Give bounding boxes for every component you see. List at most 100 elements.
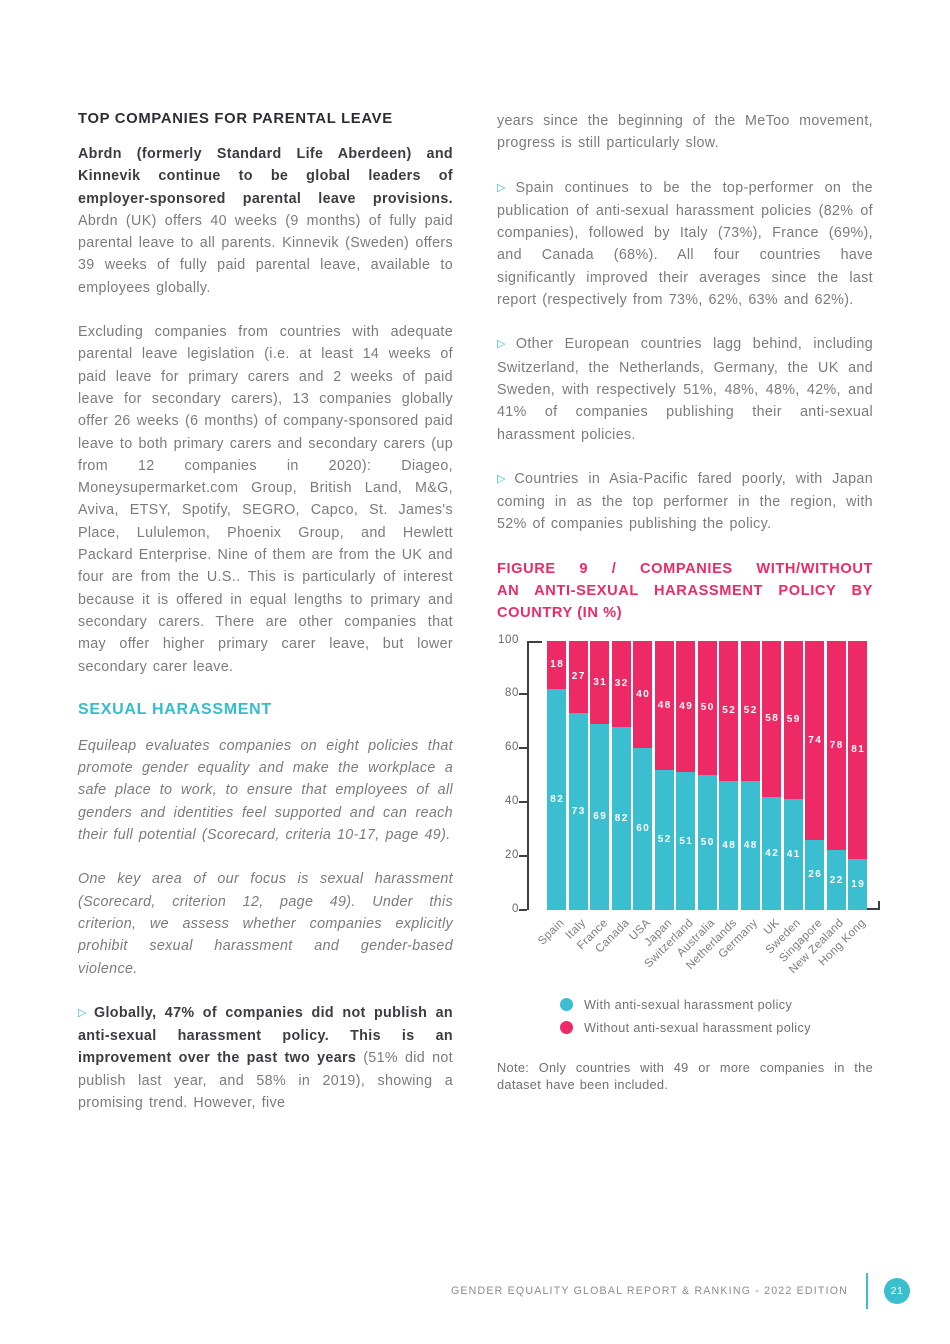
paragraph-text: (51% did not publish last year, and 58% … bbox=[78, 1050, 453, 1111]
legend-item-with-policy: With anti-sexual harassment policy bbox=[560, 998, 873, 1012]
section-heading-sexual-harassment: SEXUAL HARASSMENT bbox=[78, 700, 272, 718]
bar-spain: 18 82 bbox=[547, 640, 566, 910]
segment-with-policy: 19 bbox=[848, 858, 867, 910]
segment-with-policy: 51 bbox=[676, 772, 695, 910]
segment-with-policy: 73 bbox=[568, 713, 588, 910]
paragraph-text: Countries in Asia-Pacific fared poorly, … bbox=[497, 470, 873, 533]
segment-without-policy: 18 bbox=[547, 640, 566, 690]
segment-without-policy: 31 bbox=[590, 640, 609, 725]
segment-without-policy: 81 bbox=[848, 640, 867, 859]
x-axis-labels: Spain Italy France Canada USA Japan Switzerlan… bbox=[527, 910, 873, 994]
paragraph-bold-lead: Globally, 47% of companies did not publi… bbox=[78, 1004, 453, 1067]
figure9-stacked-bar-chart: 0 20 40 60 80 100 18 82 27 73 31 69 32 82 40 60 48 52 49 51… bbox=[497, 634, 880, 994]
right-column: years since the beginning of the MeToo m… bbox=[497, 110, 880, 1136]
y-tick-label: 40 bbox=[505, 795, 519, 808]
paragraph-text: Abrdn (UK) offers 40 weeks (9 months) of… bbox=[78, 212, 453, 296]
paragraph-text: Other European countries lagg behind, in… bbox=[497, 336, 873, 443]
left-column: TOP COMPANIES FOR PARENTAL LEAVE Abrdn (… bbox=[78, 110, 453, 1136]
segment-without-policy: 32 bbox=[611, 640, 631, 727]
two-column-layout: TOP COMPANIES FOR PARENTAL LEAVE Abrdn (… bbox=[78, 110, 880, 1136]
paragraph-metoo-continuation: years since the beginning of the MeToo m… bbox=[497, 113, 873, 152]
x-axis-label: Spain bbox=[536, 916, 567, 948]
y-tick-label: 20 bbox=[505, 848, 519, 861]
y-tick-label: 60 bbox=[505, 741, 519, 754]
bar-germany: 52 48 bbox=[740, 640, 760, 910]
section-heading-parental-leave: TOP COMPANIES FOR PARENTAL LEAVE bbox=[78, 111, 393, 127]
bar-new-zealand: 78 22 bbox=[826, 640, 846, 910]
chart-note: Note: Only countries with 49 or more com… bbox=[497, 1059, 873, 1093]
bullet-triangle-icon: ▷ bbox=[78, 1006, 89, 1019]
figure-title-line: AN ANTI-SEXUAL HARASSMENT POLICY BY bbox=[497, 583, 873, 600]
axis-corner-bottom-tick bbox=[878, 900, 880, 910]
y-tick-label: 100 bbox=[498, 633, 519, 646]
bullet-triangle-icon: ▷ bbox=[497, 338, 511, 351]
legend-dot-pink-icon bbox=[560, 1021, 573, 1035]
figure-title: FIGURE 9 / COMPANIES WITH/WITHOUT AN ANT… bbox=[497, 558, 873, 625]
y-tick-label: 80 bbox=[505, 687, 519, 700]
segment-without-policy: 78 bbox=[826, 640, 846, 851]
paragraph-equileap-evaluates: Equileap evaluates companies on eight po… bbox=[78, 737, 453, 844]
segment-without-policy: 40 bbox=[633, 640, 652, 749]
bar-japan: 48 52 bbox=[654, 640, 674, 910]
legend-label: With anti-sexual harassment policy bbox=[584, 997, 793, 1012]
page-footer: GENDER EQUALITY GLOBAL REPORT & RANKING … bbox=[451, 1272, 910, 1310]
segment-without-policy: 49 bbox=[676, 640, 695, 773]
bar-australia: 50 50 bbox=[697, 640, 717, 910]
y-tick-mark bbox=[519, 693, 527, 696]
bar-switzerland: 49 51 bbox=[676, 640, 695, 910]
bar-uk: 58 42 bbox=[762, 640, 781, 910]
bar-canada: 32 82 bbox=[611, 640, 631, 910]
segment-with-policy: 60 bbox=[633, 748, 652, 910]
segment-without-policy: 59 bbox=[783, 640, 803, 800]
bar-italy: 27 73 bbox=[568, 640, 588, 910]
paragraph-globally-47: ▷ Globally, 47% of companies did not publ… bbox=[78, 1002, 453, 1114]
chart-legend: With anti-sexual harassment policy Witho… bbox=[560, 998, 873, 1035]
bar-singapore: 74 26 bbox=[805, 640, 824, 910]
chart-plot-area: 0 20 40 60 80 100 18 82 27 73 31 69 32 82 40 60 48 52 49 51… bbox=[498, 634, 880, 915]
segment-with-policy: 82 bbox=[611, 726, 631, 910]
segment-with-policy: 48 bbox=[740, 780, 760, 910]
segment-with-policy: 42 bbox=[762, 796, 781, 910]
paragraph-bold-lead: Abrdn (formerly Standard Life Aberdeen) … bbox=[78, 146, 453, 207]
paragraph-parental-leave-leaders: Abrdn (formerly Standard Life Aberdeen) … bbox=[78, 143, 453, 299]
segment-with-policy: 26 bbox=[805, 839, 824, 910]
legend-dot-teal-icon bbox=[560, 998, 573, 1012]
bar-netherlands: 52 48 bbox=[719, 640, 738, 910]
bar-hong-kong: 81 19 bbox=[848, 640, 867, 910]
segment-with-policy: 69 bbox=[590, 724, 609, 910]
footer-divider bbox=[866, 1273, 868, 1309]
segment-with-policy: 50 bbox=[697, 775, 717, 910]
y-tick-label: 0 bbox=[512, 902, 519, 915]
y-tick-mark bbox=[519, 854, 527, 857]
page-number-badge: 21 bbox=[884, 1278, 910, 1304]
y-tick-mark bbox=[519, 747, 527, 750]
segment-without-policy: 74 bbox=[805, 640, 824, 840]
paragraph-excluding-companies: Excluding companies from countries with … bbox=[78, 324, 453, 675]
segment-without-policy: 52 bbox=[740, 640, 760, 781]
figure-title-line: COUNTRY (IN %) bbox=[497, 605, 623, 622]
legend-label: Without anti-sexual harassment policy bbox=[584, 1020, 811, 1035]
legend-item-without-policy: Without anti-sexual harassment policy bbox=[560, 1021, 873, 1035]
segment-with-policy: 41 bbox=[783, 799, 803, 910]
bar-usa: 40 60 bbox=[633, 640, 652, 910]
bullet-triangle-icon: ▷ bbox=[497, 472, 510, 485]
axis-corner-top bbox=[529, 640, 542, 643]
segment-with-policy: 48 bbox=[719, 780, 738, 910]
segment-without-policy: 50 bbox=[697, 640, 717, 776]
bar-sweden: 59 41 bbox=[783, 640, 803, 910]
y-tick-mark bbox=[519, 801, 527, 804]
figure-title-line: FIGURE 9 / COMPANIES WITH/WITHOUT bbox=[497, 560, 873, 577]
paragraph-key-area: One key area of our focus is sexual hara… bbox=[78, 871, 453, 977]
segment-without-policy: 48 bbox=[654, 640, 674, 770]
bar-france: 31 69 bbox=[590, 640, 609, 910]
paragraph-asia-pacific: ▷ Countries in Asia-Pacific fared poorly,… bbox=[497, 468, 873, 536]
bullet-triangle-icon: ▷ bbox=[497, 181, 511, 194]
segment-without-policy: 27 bbox=[568, 640, 588, 714]
segment-with-policy: 82 bbox=[547, 689, 566, 910]
y-tick-mark bbox=[519, 908, 527, 911]
paragraph-european-countries: ▷ Other European countries lagg behind, i… bbox=[497, 333, 873, 445]
segment-with-policy: 52 bbox=[654, 769, 674, 910]
footer-report-title: GENDER EQUALITY GLOBAL REPORT & RANKING … bbox=[450, 1285, 848, 1297]
axis-corner-bottom bbox=[867, 907, 880, 910]
